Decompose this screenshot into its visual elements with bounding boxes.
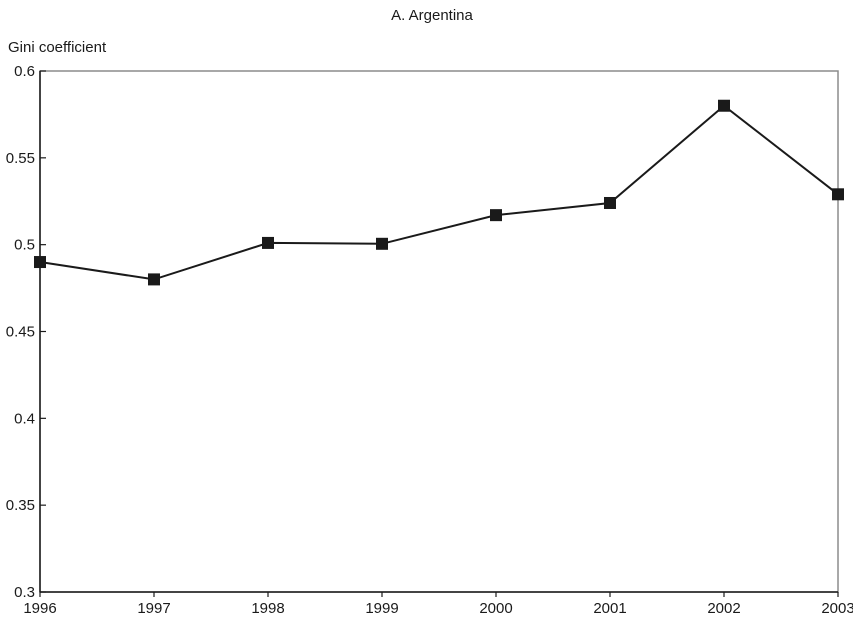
x-tick-label: 1998 <box>251 600 284 617</box>
x-tick-label: 1997 <box>137 600 170 617</box>
plot-frame <box>39 70 839 593</box>
x-tick-label: 2002 <box>707 600 740 617</box>
x-tick-label: 1999 <box>365 600 398 617</box>
data-point-marker <box>604 196 616 209</box>
y-tick-label: 0.45 <box>6 324 35 341</box>
y-tick-label: 0.4 <box>14 410 35 427</box>
plot-area-border <box>39 70 839 593</box>
x-tick-label: 2000 <box>479 600 512 617</box>
x-axis-ticks: 1996 1997 1998 1999 2000 2001 2002 2003 <box>23 592 853 617</box>
data-point-marker <box>148 273 160 286</box>
x-tick-label: 2001 <box>593 600 626 617</box>
series-line <box>39 104 839 281</box>
y-tick-label: 0.6 <box>14 63 35 80</box>
y-tick-label: 0.5 <box>14 237 35 254</box>
data-point-marker <box>34 256 46 269</box>
y-axis-ticks: 0.3 0.35 0.4 0.45 0.5 0.55 0.6 <box>6 63 46 601</box>
y-tick-label: 0.35 <box>6 497 35 514</box>
x-tick-label: 1996 <box>23 600 56 617</box>
y-tick-label: 0.3 <box>14 584 35 601</box>
y-tick-label: 0.55 <box>6 150 35 167</box>
data-point-marker <box>718 99 730 112</box>
data-point-marker <box>376 237 388 250</box>
series-layer <box>34 99 844 286</box>
data-point-marker <box>832 188 844 201</box>
x-tick-label: 2003 <box>821 600 853 617</box>
y-axis-label: Gini coefficient <box>8 39 107 56</box>
data-point-marker <box>262 236 274 249</box>
data-point-marker <box>490 209 502 222</box>
chart-title: A. Argentina <box>391 7 473 24</box>
